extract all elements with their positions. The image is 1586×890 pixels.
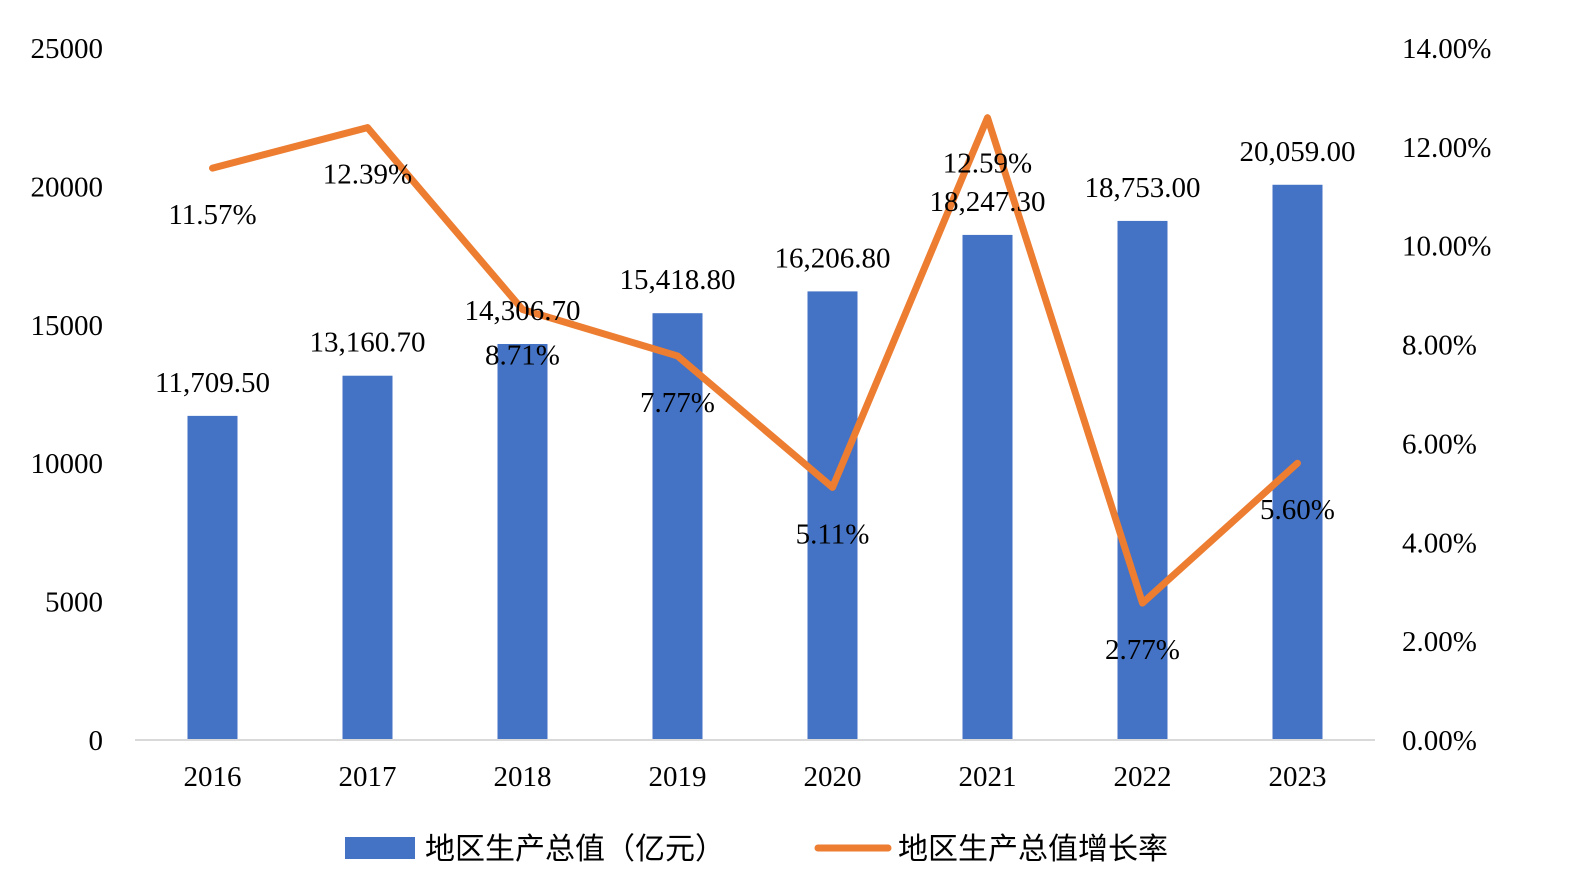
- bar-data-label: 16,206.80: [775, 242, 891, 274]
- line-data-label: 7.77%: [640, 387, 715, 419]
- line-data-label: 11.57%: [168, 199, 256, 231]
- y-left-tick-label: 25000: [31, 33, 104, 65]
- y-right-tick-label: 10.00%: [1402, 231, 1491, 263]
- line-data-label: 2.77%: [1105, 634, 1180, 666]
- bar-data-label: 11,709.50: [155, 367, 270, 399]
- y-left-tick-label: 0: [89, 725, 104, 757]
- y-right-tick-label: 12.00%: [1402, 132, 1491, 164]
- bar-data-label: 20,059.00: [1240, 136, 1356, 168]
- line-point-2019: [675, 353, 680, 358]
- bar-2021: [962, 234, 1013, 740]
- line-data-label: 12.39%: [323, 159, 412, 191]
- line-point-2017: [365, 125, 370, 130]
- y-left-tick-label: 15000: [31, 310, 104, 342]
- line-point-2023: [1295, 461, 1300, 466]
- bar-data-label: 18,247.30: [930, 186, 1046, 218]
- y-right-tick-label: 2.00%: [1402, 626, 1477, 658]
- legend-line-label: 地区生产总值增长率: [898, 832, 1168, 867]
- bar-2017: [342, 375, 393, 740]
- legend: 地区生产总值（亿元） 地区生产总值增长率: [345, 832, 1168, 867]
- x-tick-label: 2021: [959, 761, 1017, 793]
- x-tick-label: 2023: [1269, 761, 1327, 793]
- growth-rate-line: [209, 114, 1301, 607]
- line-point-2016: [210, 166, 215, 171]
- line-data-label: 12.59%: [943, 148, 1032, 180]
- bar-data-label: 14,306.70: [465, 295, 581, 327]
- y-left-tick-label: 20000: [31, 171, 104, 203]
- x-tick-label: 2019: [649, 761, 707, 793]
- x-tick-label: 2017: [339, 761, 397, 793]
- line-point-2022: [1140, 601, 1145, 606]
- line-point-2018: [520, 307, 525, 312]
- line-point-2020: [830, 485, 835, 490]
- data-labels: 11,709.50 13,160.70 14,306.70 15,418.80 16,2…: [155, 136, 1355, 666]
- line-data-label: 8.71%: [485, 339, 560, 371]
- bar-2020: [807, 291, 858, 740]
- y-right-tick-label: 4.00%: [1402, 527, 1477, 559]
- bar-2019: [652, 313, 703, 740]
- line-data-label: 5.60%: [1260, 494, 1335, 526]
- bar-data-label: 18,753.00: [1085, 172, 1201, 204]
- x-tick-label: 2016: [184, 761, 242, 793]
- legend-bar-swatch: [345, 837, 415, 859]
- y-right-tick-label: 0.00%: [1402, 725, 1477, 757]
- x-tick-label: 2020: [804, 761, 862, 793]
- line-series: [209, 114, 1301, 607]
- line-point-2021: [985, 115, 990, 120]
- x-tick-label: 2018: [494, 761, 552, 793]
- legend-bar-label: 地区生产总值（亿元）: [425, 832, 725, 867]
- x-tick-label: 2022: [1114, 761, 1172, 793]
- line-data-label: 5.11%: [796, 518, 870, 550]
- y-left-tick-label: 10000: [31, 448, 104, 480]
- y-right-tick-label: 14.00%: [1402, 33, 1491, 65]
- bar-2018: [497, 343, 548, 740]
- y-right-tick-label: 6.00%: [1402, 428, 1477, 460]
- bar-series: [187, 184, 1323, 741]
- axes: 0 5000 10000 15000 20000 25000 0.00% 2.00% 4.00%…: [31, 33, 1492, 793]
- bar-2016: [187, 415, 238, 740]
- bar-data-label: 15,418.80: [620, 264, 736, 296]
- y-right-tick-label: 8.00%: [1402, 330, 1477, 362]
- bar-2022: [1117, 220, 1168, 740]
- bar-data-label: 13,160.70: [310, 327, 426, 359]
- y-left-tick-label: 5000: [45, 587, 103, 619]
